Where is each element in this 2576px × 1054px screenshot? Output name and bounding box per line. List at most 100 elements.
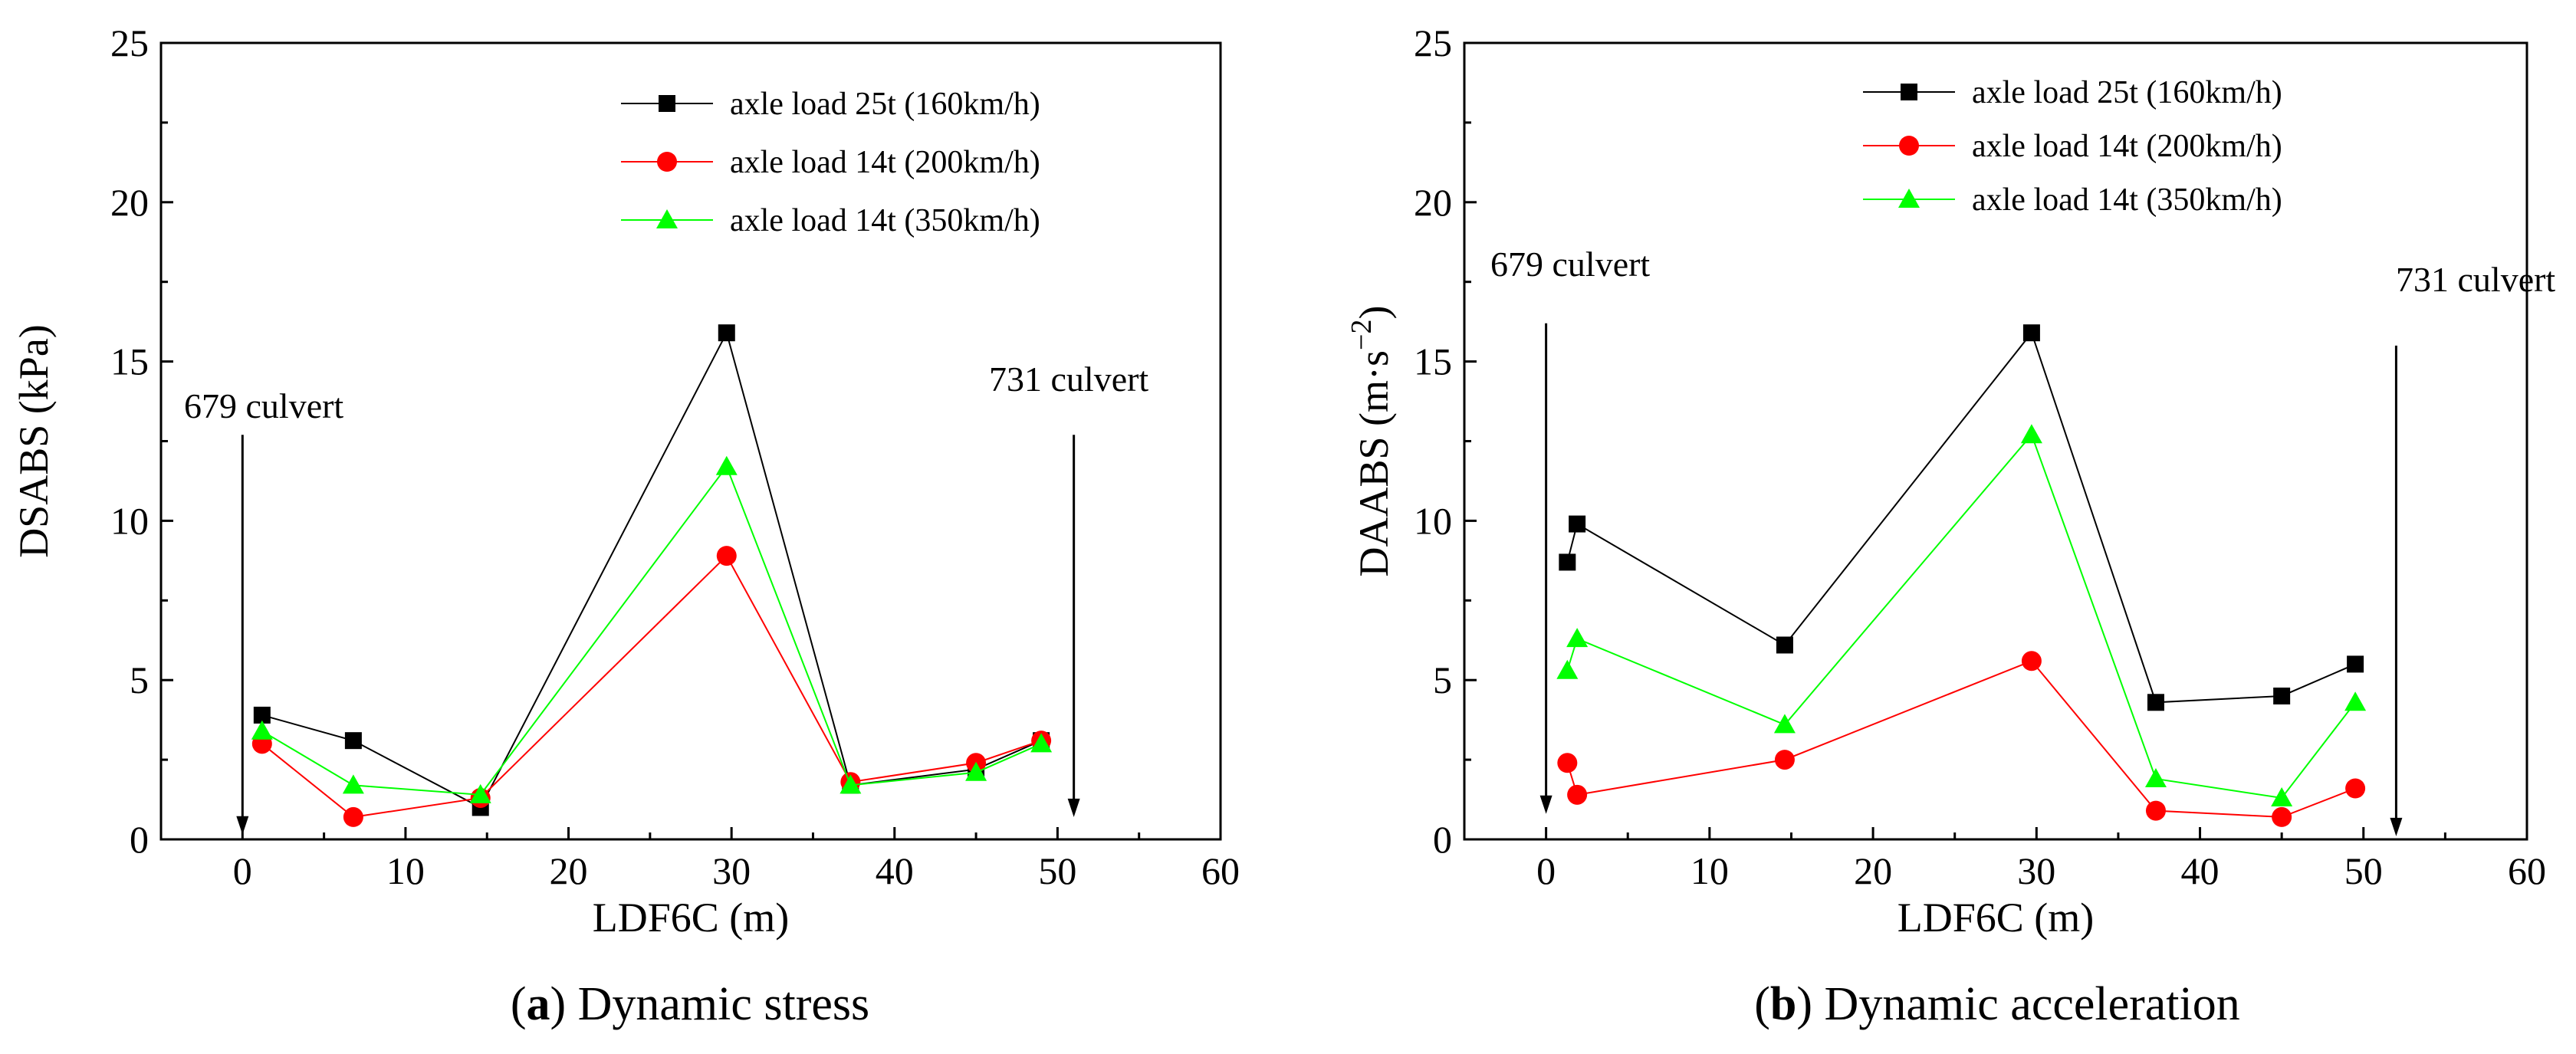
x-tick-label: 0 <box>233 849 252 892</box>
y-axis-title-superscript: −2 <box>1346 320 1378 350</box>
data-point <box>2344 691 2367 711</box>
y-axis-title: DAABS (m·s−2) <box>1346 306 1397 577</box>
caption-open: ( <box>1754 978 1770 1030</box>
caption-close: ) <box>550 978 577 1030</box>
data-point <box>715 455 738 475</box>
y-tick-label: 25 <box>110 21 149 64</box>
data-point <box>342 774 364 794</box>
y-tick-label: 15 <box>1414 340 1452 383</box>
x-tick-label: 40 <box>2181 849 2220 892</box>
caption-open: ( <box>511 978 527 1030</box>
series-1 <box>253 324 1050 816</box>
x-tick-label: 10 <box>386 849 425 892</box>
data-point <box>2147 694 2164 711</box>
panel-caption: (b) Dynamic acceleration <box>1754 978 2240 1030</box>
x-tick-label: 0 <box>1536 849 1556 892</box>
y-axis-title: DSABS (kPa) <box>11 324 57 558</box>
x-tick-label: 60 <box>2508 849 2546 892</box>
culvert-label: 731 culvert <box>2396 260 2555 299</box>
legend-entry: axle load 14t (200km/h) <box>730 145 1040 180</box>
data-point <box>2347 655 2364 673</box>
data-point <box>2144 768 2167 788</box>
y-tick-label: 5 <box>130 658 149 701</box>
x-tick-label: 20 <box>1854 849 1892 892</box>
data-point <box>1774 750 1795 770</box>
series-3 <box>1556 424 2367 806</box>
legend: axle load 25t (160km/h) axle load 14t (20… <box>621 87 1040 238</box>
x-tick-label: 50 <box>2344 849 2383 892</box>
y-tick-label: 0 <box>1433 818 1452 861</box>
legend-entry: axle load 25t (160km/h) <box>1972 75 2282 110</box>
data-point <box>2145 800 2166 821</box>
legend-entry: axle load 25t (160km/h) <box>730 87 1040 122</box>
data-point <box>2273 687 2291 704</box>
y-axis-title-close: ) <box>1351 306 1397 320</box>
data-point <box>1556 659 1579 679</box>
culvert-label: 679 culvert <box>1490 245 1650 284</box>
data-point <box>343 806 363 827</box>
x-tick-label: 10 <box>1691 849 1729 892</box>
panel-dynamic-acceleration: 0 10 20 30 40 50 60 0 5 10 15 20 25 LDF6C (m) DAABS (m… <box>1346 21 2555 1030</box>
data-point <box>2022 324 2040 342</box>
data-point <box>2021 651 2042 671</box>
data-point <box>469 783 491 803</box>
data-point <box>253 706 271 724</box>
x-axis-title: LDF6C (m) <box>593 895 790 941</box>
x-tick-label: 30 <box>2017 849 2055 892</box>
legend-marker <box>1899 136 1919 156</box>
data-point <box>1030 733 1053 753</box>
culvert-label: 679 culvert <box>184 386 343 425</box>
data-point <box>344 732 362 750</box>
series-2 <box>251 546 1052 827</box>
data-point <box>1773 714 1796 734</box>
data-point <box>2020 424 2042 444</box>
y-tick-label: 10 <box>110 499 149 542</box>
data-point <box>1569 515 1586 533</box>
caption-close: ) <box>1796 978 1824 1030</box>
series-line <box>261 330 1042 809</box>
data-point <box>718 324 735 342</box>
culvert-arrow-head <box>236 816 249 835</box>
panel-dynamic-stress: 0 10 20 30 40 50 60 0 5 10 15 20 25 LDF6C (m) DSABS (k… <box>11 21 1240 1030</box>
series-3 <box>251 455 1053 803</box>
data-point <box>1559 553 1576 571</box>
x-axis-title: LDF6C (m) <box>1898 895 2095 941</box>
data-point <box>1567 784 1588 805</box>
data-point <box>2272 806 2292 827</box>
legend-marker <box>1898 189 1920 208</box>
data-point <box>251 720 273 740</box>
data-point <box>1566 628 1589 648</box>
legend-marker <box>659 95 675 112</box>
y-tick-label: 25 <box>1414 21 1452 64</box>
legend-marker <box>1901 84 1917 100</box>
data-point <box>2345 778 2366 799</box>
y-tick-label: 0 <box>130 818 149 861</box>
x-tick-label: 60 <box>1201 849 1240 892</box>
data-point <box>1776 636 1793 654</box>
data-point <box>716 546 737 566</box>
y-tick-label: 20 <box>1414 181 1452 224</box>
data-point <box>2271 786 2293 806</box>
series-line <box>261 465 1042 796</box>
y-tick-label: 15 <box>110 340 149 383</box>
caption-text: Dynamic stress <box>578 978 870 1030</box>
legend: axle load 25t (160km/h) axle load 14t (20… <box>1863 75 2282 218</box>
data-point <box>1557 753 1578 773</box>
series-line <box>1566 433 2356 800</box>
culvert-arrow-head <box>1067 798 1080 817</box>
culvert-arrow-head <box>1539 795 1552 814</box>
legend-marker <box>657 152 677 172</box>
y-tick-label: 10 <box>1414 499 1452 542</box>
y-axis-title-main: DSABS (kPa) <box>11 324 57 558</box>
data-point <box>965 761 987 781</box>
legend-entry: axle load 14t (200km/h) <box>1972 129 2282 164</box>
x-tick-label: 40 <box>876 849 914 892</box>
y-tick-label: 5 <box>1433 658 1452 701</box>
culvert-label: 731 culvert <box>989 360 1148 399</box>
x-tick-label: 30 <box>712 849 751 892</box>
x-tick-label: 20 <box>550 849 588 892</box>
series-1 <box>1559 324 2364 711</box>
y-axis-title-main: DAABS (m·s <box>1351 350 1397 577</box>
data-point <box>840 774 862 794</box>
